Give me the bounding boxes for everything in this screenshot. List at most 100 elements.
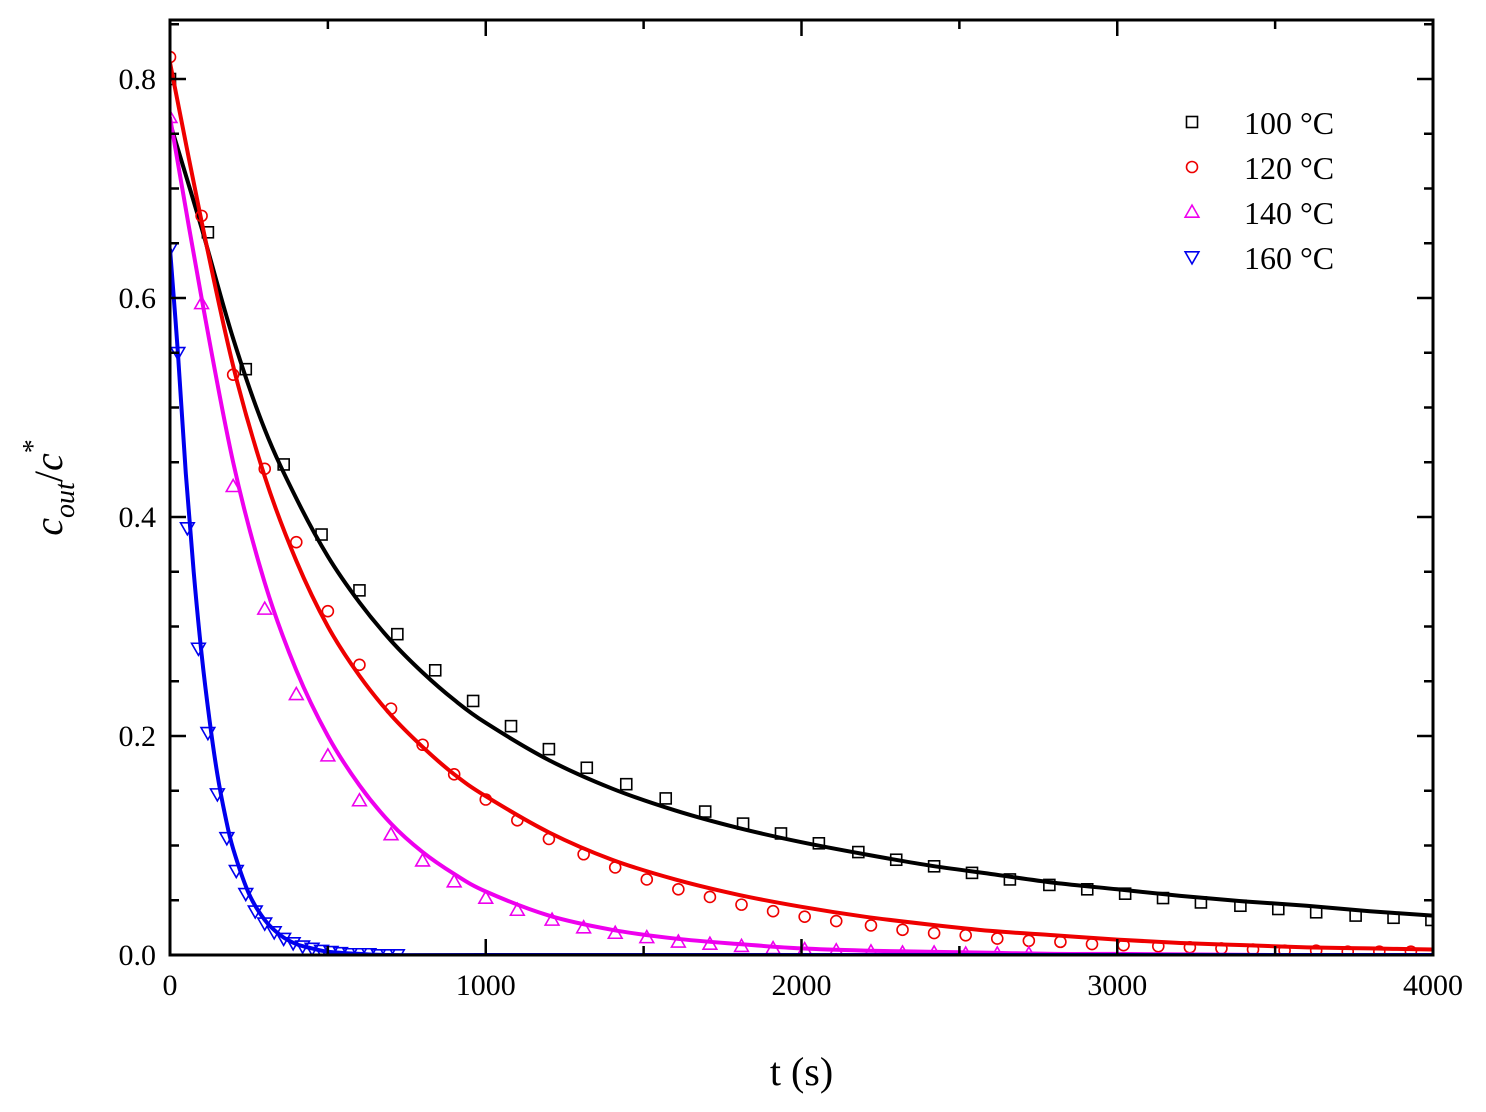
data-point-1-26 [990, 932, 1004, 945]
data-point-1-25 [959, 928, 972, 942]
legend-marker-3 [1183, 251, 1201, 266]
data-point-0-8 [466, 694, 480, 708]
data-point-2-6 [351, 792, 368, 807]
y-tick-label: 0.6 [119, 282, 157, 315]
legend-marker-1 [1185, 160, 1199, 174]
data-point-1-12 [542, 832, 556, 846]
data-point-1-1 [195, 209, 208, 223]
data-point-2-2 [224, 477, 242, 493]
data-point-3-23 [379, 949, 397, 955]
data-point-1-10 [479, 793, 493, 806]
fit-line-1 [170, 62, 1433, 952]
data-point-3-7 [228, 864, 245, 880]
data-point-2-23 [896, 944, 909, 955]
data-point-1-2 [226, 368, 240, 381]
data-point-2-21 [828, 942, 844, 955]
data-point-2-5 [319, 747, 337, 762]
data-point-0-23 [1043, 878, 1056, 892]
data-point-3-15 [303, 942, 321, 955]
y-axis-title-base1: c [26, 518, 71, 536]
data-point-0-29 [1271, 902, 1285, 916]
data-point-0-31 [1349, 909, 1362, 922]
y-tick-label: 0.0 [119, 939, 157, 972]
data-point-0-4 [315, 528, 328, 541]
data-point-0-13 [659, 792, 673, 805]
data-point-0-19 [889, 853, 903, 867]
data-point-1-27 [1022, 934, 1036, 948]
data-point-0-14 [698, 805, 712, 818]
data-point-0-12 [619, 777, 633, 791]
data-point-2-0 [170, 108, 179, 124]
data-point-3-24 [389, 949, 406, 955]
data-point-0-30 [1309, 905, 1323, 919]
legend-entry-2: 140 °C [1183, 195, 1334, 231]
data-point-0-22 [1003, 873, 1017, 886]
legend-entry-0: 100 °C [1185, 105, 1334, 141]
y-axis-title-sub: out [50, 481, 81, 518]
data-point-0-16 [774, 827, 788, 840]
axes-layer: 0 1000 2000 3000 4000 0.0 0.2 0.4 0.6 0.8 [119, 18, 1463, 1002]
data-point-1-5 [321, 604, 335, 618]
data-point-3-9 [246, 905, 264, 920]
data-point-2-17 [701, 935, 719, 951]
data-point-0-7 [428, 663, 442, 677]
series-3 [170, 242, 1433, 955]
data-point-2-8 [414, 852, 431, 867]
series-2 [170, 108, 1433, 955]
data-point-3-2 [179, 521, 196, 537]
data-point-1-11 [511, 814, 524, 827]
data-point-1-28 [1054, 935, 1067, 949]
data-point-0-20 [927, 860, 941, 873]
data-point-1-16 [672, 882, 685, 896]
data-point-1-31 [1151, 939, 1165, 953]
data-point-1-29 [1085, 937, 1099, 951]
data-point-1-6 [353, 658, 366, 672]
data-point-3-8 [237, 887, 255, 903]
data-point-0-6 [391, 627, 404, 641]
data-point-0-15 [736, 817, 750, 830]
x-tick-label: 3000 [1087, 969, 1147, 1002]
data-point-0-26 [1156, 891, 1170, 905]
data-point-3-10 [256, 917, 273, 932]
data-point-1-18 [735, 898, 748, 911]
data-point-2-15 [638, 928, 656, 944]
series-1 [170, 50, 1433, 955]
data-point-2-1 [193, 294, 210, 310]
legend-marker-2 [1183, 203, 1201, 218]
data-point-0-2 [239, 362, 253, 376]
fit-line-3 [170, 248, 1433, 955]
y-axis-title: cout/c* [18, 439, 81, 535]
legend-label-3: 160 °C [1244, 240, 1334, 276]
x-tick-label: 2000 [772, 969, 832, 1002]
legend-label-1: 120 °C [1244, 150, 1334, 186]
data-point-0-5 [353, 584, 366, 597]
data-point-2-18 [733, 937, 750, 953]
data-point-2-12 [543, 911, 561, 926]
data-point-3-22 [370, 949, 387, 955]
data-point-0-27 [1194, 896, 1208, 909]
data-point-1-17 [703, 890, 717, 904]
data-point-1-38 [1373, 945, 1386, 955]
data-point-1-36 [1309, 944, 1323, 955]
data-point-0-24 [1080, 882, 1094, 896]
data-point-1-22 [864, 919, 878, 932]
data-point-0-3 [277, 458, 290, 471]
data-point-1-21 [829, 914, 843, 928]
data-point-3-14 [294, 940, 311, 955]
data-point-1-3 [258, 462, 272, 476]
y-tick-label: 0.4 [119, 501, 157, 534]
data-point-2-10 [477, 889, 495, 905]
data-point-2-22 [864, 943, 878, 955]
x-tick-label: 4000 [1403, 969, 1463, 1002]
data-point-1-8 [416, 738, 429, 752]
data-point-0-18 [852, 845, 865, 859]
data-point-0-10 [542, 742, 556, 756]
data-point-3-4 [199, 726, 217, 742]
y-axis-title-base2: c [26, 453, 71, 471]
data-point-0-32 [1387, 911, 1400, 925]
data-point-3-16 [313, 944, 330, 955]
data-point-1-19 [766, 904, 780, 918]
series-layer [170, 50, 1433, 955]
data-point-1-37 [1341, 945, 1355, 955]
y-axis-title-sup: * [18, 439, 49, 453]
